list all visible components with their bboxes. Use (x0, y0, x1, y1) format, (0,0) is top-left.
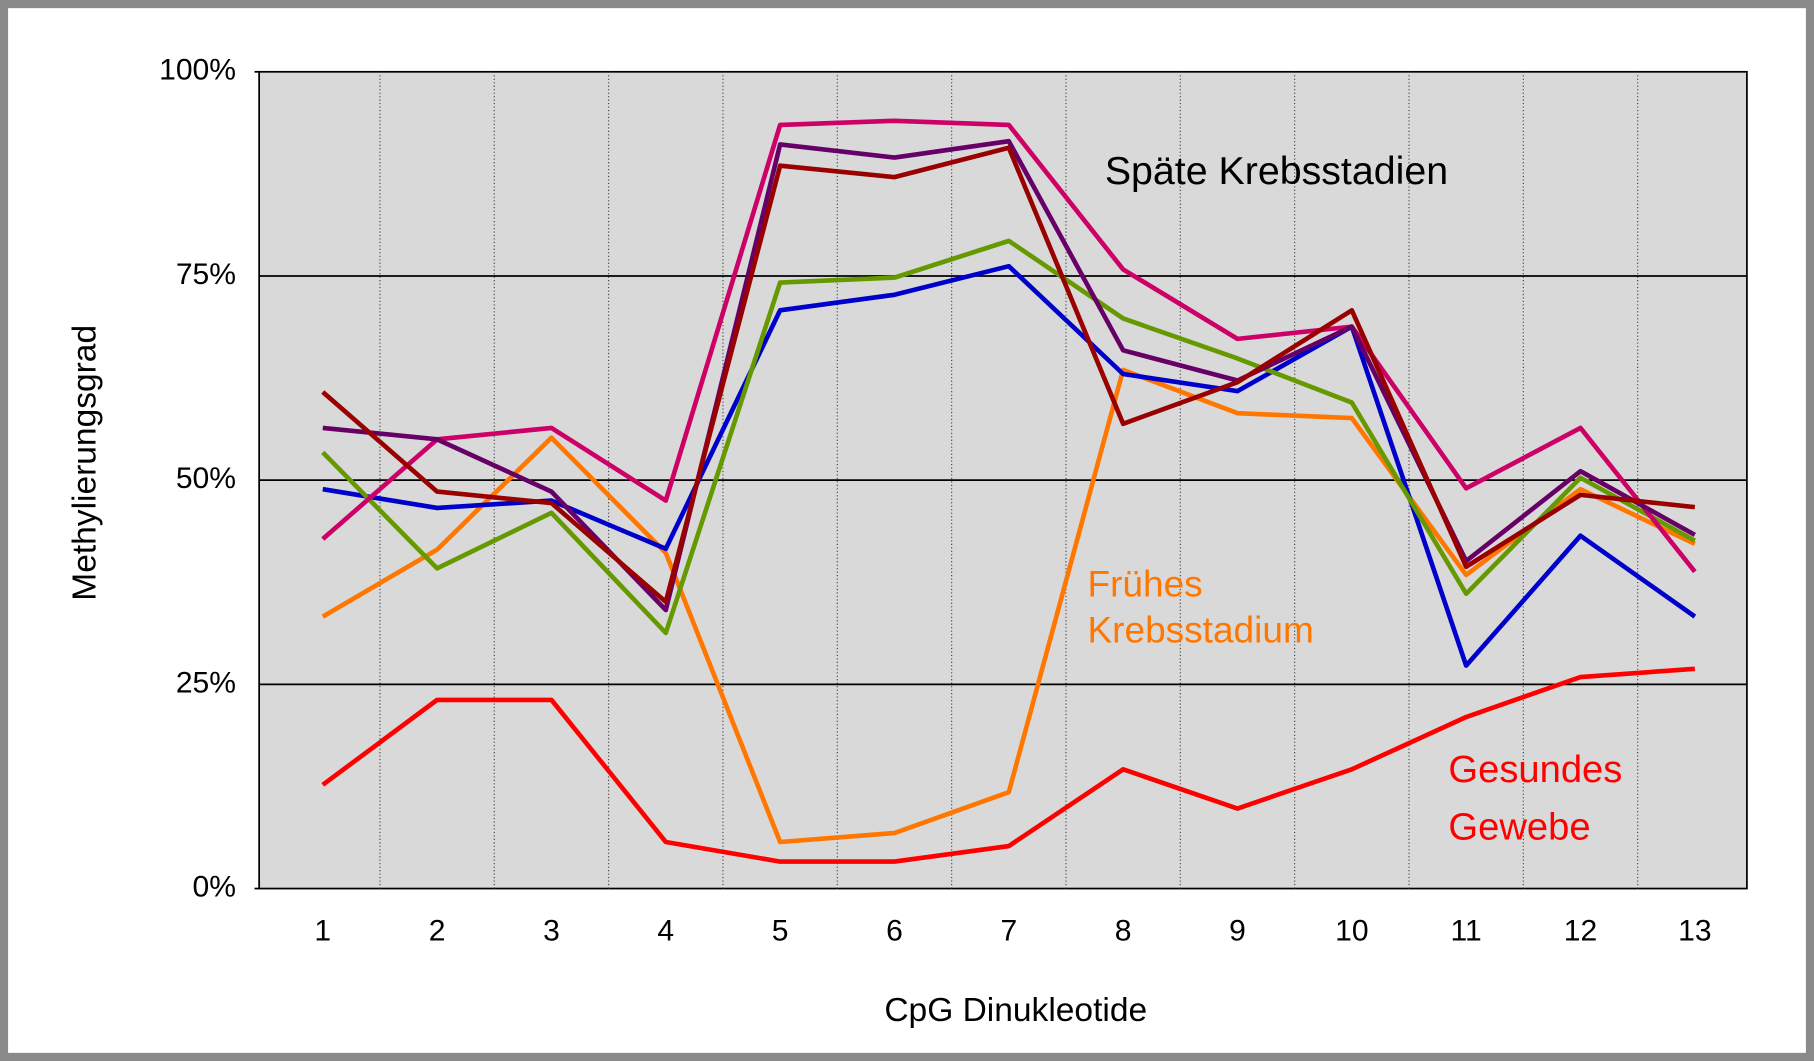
y-tick-label: 100% (159, 54, 236, 87)
annotation: Frühes (1087, 562, 1202, 604)
x-tick-label: 1 (314, 914, 331, 947)
series-line (322, 138, 1696, 613)
series-line (321, 145, 1696, 605)
x-tick-label: 5 (772, 914, 789, 947)
x-tick-label: 10 (1335, 914, 1368, 947)
series-line (321, 118, 1697, 574)
x-tick-label: 6 (886, 914, 903, 947)
series-line (321, 238, 1696, 636)
annotation: Gesundes (1448, 748, 1622, 791)
y-tick-label: 25% (176, 666, 236, 699)
y-axis-title: Methylierungsgrad (67, 325, 104, 601)
x-tick-label: 7 (1000, 914, 1017, 947)
x-tick-label: 4 (657, 914, 674, 947)
x-tick-label: 13 (1678, 914, 1711, 947)
x-axis-title: CpG Dinukleotide (884, 992, 1147, 1029)
x-tick-label: 12 (1564, 914, 1597, 947)
annotation: Späte Krebsstadien (1105, 149, 1448, 193)
x-tick-label: 9 (1229, 914, 1246, 947)
annotation: Krebsstadium (1087, 609, 1313, 651)
x-tick-label: 2 (429, 914, 446, 947)
y-tick-label: 0% (193, 870, 236, 903)
series-line (321, 666, 1696, 864)
series-line (322, 263, 1697, 668)
x-tick-label: 8 (1115, 914, 1132, 947)
annotation: Gewebe (1448, 806, 1590, 849)
x-tick-label: 11 (1451, 914, 1482, 947)
y-tick-label: 75% (176, 258, 236, 291)
x-tick-label: 3 (543, 914, 560, 947)
series-line (321, 367, 1696, 845)
y-tick-label: 50% (176, 462, 236, 495)
